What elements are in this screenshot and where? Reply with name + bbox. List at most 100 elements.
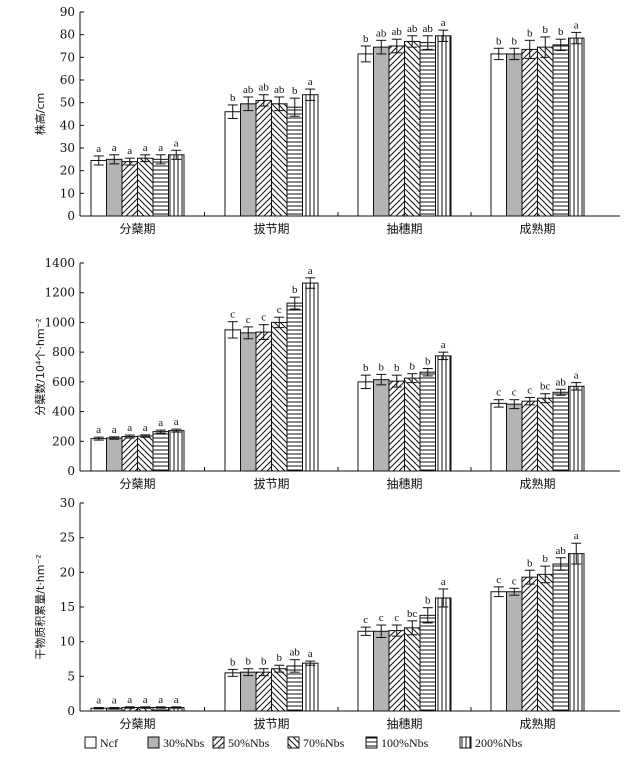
significance-letter: a: [96, 695, 101, 707]
y-tick-label: 60: [60, 73, 75, 87]
bar-30pctnbs-3: [373, 630, 390, 712]
y-tick-label: 0: [67, 704, 75, 718]
significance-letter: b: [363, 362, 369, 374]
bar-50pctnbs-4: [521, 576, 538, 712]
y-tick-label: 15: [60, 600, 75, 614]
bar-200pctnbs-3: [435, 597, 452, 712]
significance-letter: c: [261, 312, 266, 324]
bar-70pctnbs-4: [537, 573, 554, 712]
bar-70pctnbs-3: [404, 377, 421, 472]
bar-100pctnbs-4: [552, 44, 569, 217]
bar-70pctnbs-4: [537, 46, 554, 217]
bar-ncf-4: [490, 591, 507, 712]
bar-ncf-2: [224, 329, 241, 472]
y-tick-label: 70: [60, 50, 75, 64]
significance-letter: a: [174, 694, 179, 706]
y-axis-label: 株高/cm: [33, 93, 47, 135]
bar-ncf-3: [357, 630, 374, 712]
significance-letter: c: [230, 309, 235, 321]
significance-letter: a: [174, 416, 179, 428]
bar-70pctnbs-1: [137, 157, 154, 217]
significance-letter: b: [277, 652, 283, 664]
significance-letter: a: [574, 530, 579, 542]
significance-letter: a: [308, 265, 313, 277]
legend-swatch: [212, 736, 225, 749]
bar-50pctnbs-2: [255, 331, 272, 472]
y-tick-label: 50: [60, 96, 75, 110]
bar-200pctnbs-2: [302, 282, 319, 472]
legend-label: 50%Nbs: [228, 736, 270, 750]
bar-200pctnbs-3: [435, 35, 452, 217]
bar-70pctnbs-2: [271, 103, 288, 217]
x-category-label: 成熟期: [519, 716, 555, 731]
significance-letter: a: [441, 576, 446, 588]
y-tick-label: 1400: [44, 256, 75, 270]
significance-letter: ab: [556, 376, 567, 388]
x-category-label: 拔节期: [253, 221, 289, 236]
significance-letter: b: [379, 361, 385, 373]
significance-letter: b: [230, 656, 236, 668]
x-category-label: 分蘖期: [119, 716, 155, 731]
bar-100pctnbs-1: [152, 158, 169, 217]
bar-30pctnbs-1: [106, 158, 123, 217]
significance-letter: a: [441, 17, 446, 29]
significance-letter: b: [527, 27, 533, 39]
bar-100pctnbs-4: [552, 563, 569, 712]
significance-letter: ab: [243, 84, 254, 96]
legend-label: 70%Nbs: [303, 736, 345, 750]
y-tick-label: 30: [60, 496, 75, 510]
bar-50pctnbs-4: [521, 400, 538, 472]
bar-200pctnbs-4: [568, 385, 585, 472]
significance-letter: ab: [274, 84, 285, 96]
legend-swatch: [459, 736, 472, 749]
significance-letter: c: [277, 304, 282, 316]
significance-letter: a: [96, 143, 101, 155]
significance-letter: ab: [290, 647, 301, 659]
significance-letter: b: [292, 85, 298, 97]
y-tick-label: 5: [67, 669, 75, 683]
y-tick-label: 40: [60, 118, 75, 132]
bar-50pctnbs-4: [521, 48, 538, 217]
x-category-label: 抽穗期: [386, 717, 422, 731]
bar-100pctnbs-3: [419, 42, 436, 217]
significance-letter: ab: [556, 545, 567, 557]
bar-70pctnbs-4: [537, 397, 554, 472]
significance-letter: b: [363, 33, 369, 45]
significance-letter: c: [246, 314, 251, 326]
y-tick-label: 90: [60, 5, 75, 19]
significance-letter: a: [308, 648, 313, 660]
significance-letter: c: [527, 384, 532, 396]
significance-letter: c: [512, 387, 517, 399]
significance-letter: ab: [259, 82, 270, 94]
significance-letter: c: [496, 387, 501, 399]
y-tick-label: 1200: [44, 286, 75, 300]
y-tick-label: 1000: [44, 315, 75, 329]
y-tick-label: 20: [60, 565, 75, 579]
x-category-label: 成熟期: [519, 221, 555, 236]
significance-letter: a: [112, 142, 117, 154]
significance-letter: c: [379, 612, 384, 624]
significance-letter: b: [410, 361, 416, 373]
bar-70pctnbs-3: [404, 627, 421, 712]
legend-label: Ncf: [100, 736, 118, 750]
bar-50pctnbs-2: [255, 671, 272, 712]
bar-30pctnbs-2: [240, 103, 257, 217]
significance-letter: c: [496, 574, 501, 586]
legend-label: 100%Nbs: [381, 736, 429, 750]
legend-swatch: [365, 736, 378, 749]
y-tick-label: 0: [67, 464, 75, 478]
y-tick-label: 800: [52, 345, 75, 359]
significance-letter: ab: [392, 26, 403, 38]
bar-200pctnbs-1: [168, 430, 185, 472]
significance-letter: c: [394, 612, 399, 624]
x-category-label: 抽穗期: [386, 222, 422, 236]
bar-ncf-1: [90, 159, 107, 217]
bar-100pctnbs-4: [552, 391, 569, 472]
legend-label: 200%Nbs: [475, 736, 523, 750]
bar-100pctnbs-2: [286, 665, 303, 712]
bar-70pctnbs-2: [271, 321, 288, 472]
bar-200pctnbs-1: [168, 154, 185, 217]
bar-50pctnbs-1: [121, 161, 138, 217]
